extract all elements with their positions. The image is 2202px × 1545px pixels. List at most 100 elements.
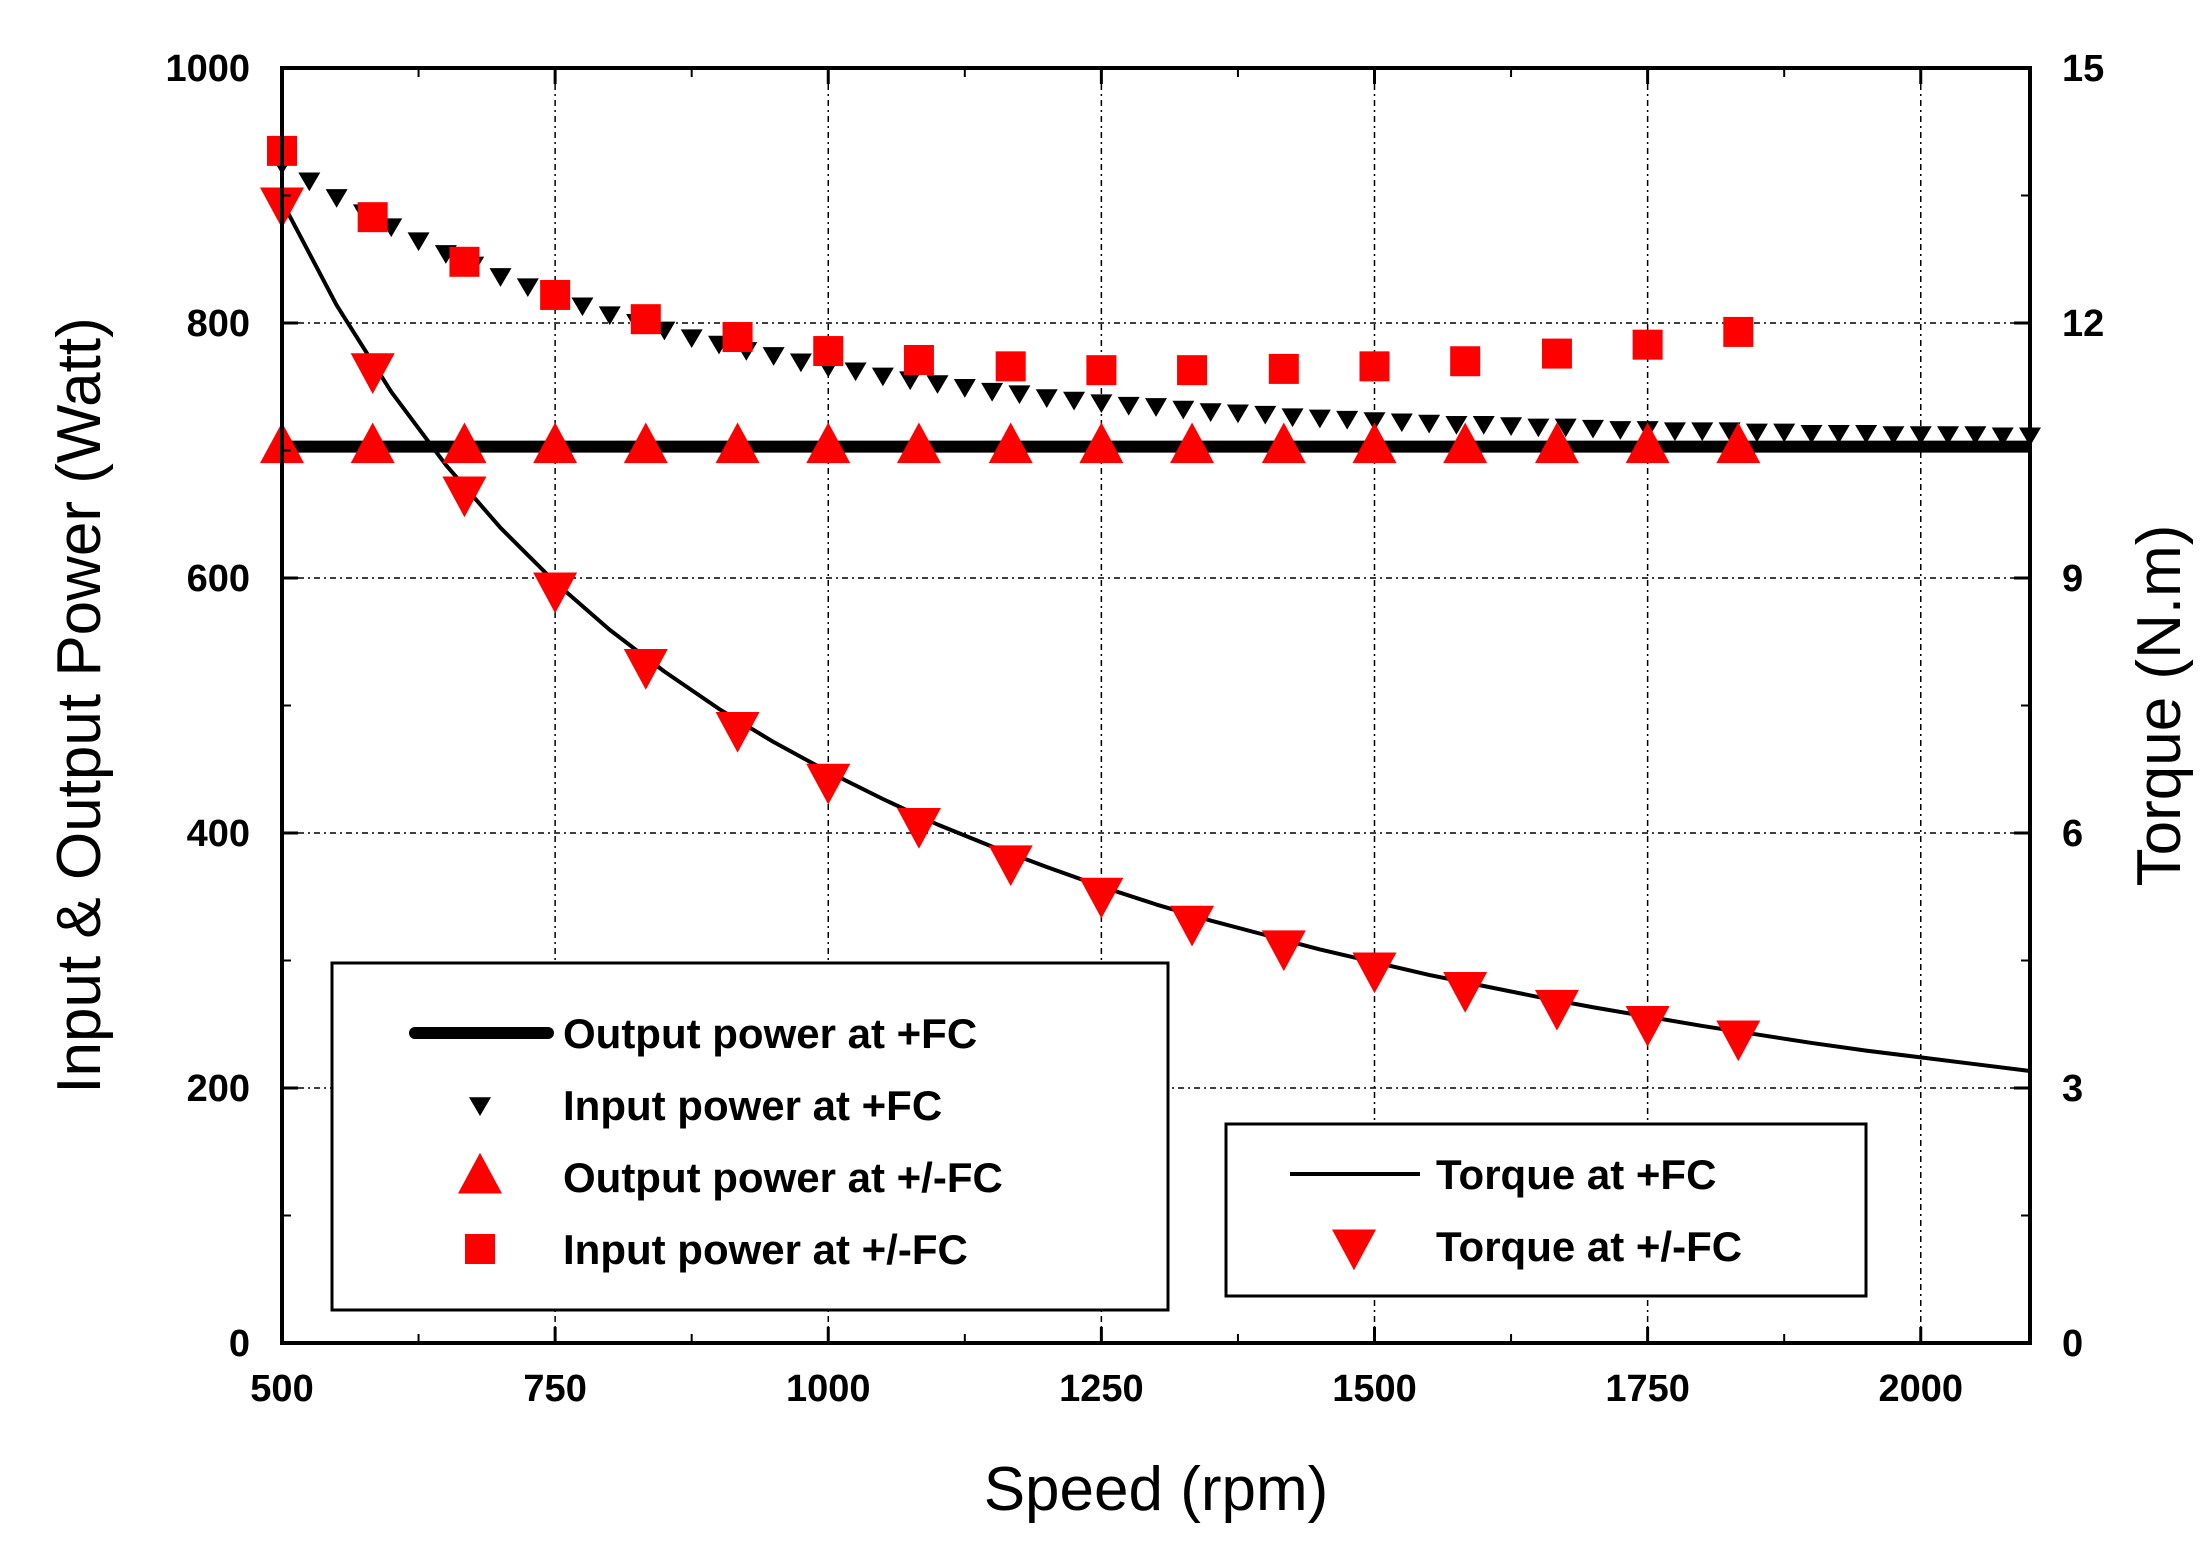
x-tick-label: 1250 [1059,1368,1144,1410]
data-point [1170,422,1215,464]
data-point [715,711,760,753]
data-point [813,336,844,367]
data-point [953,379,976,398]
data-point [1336,410,1359,430]
series-line [280,200,2031,1073]
data-point [1261,930,1306,972]
data-point [571,297,594,317]
x-tick-label: 1500 [1332,1368,1417,1410]
axis-ticks: 500 750 1000 1250 1500 1750 2000 0 200 400 600 800 1… [165,48,2104,1410]
legend-label: Torque at +/-FC [1436,1223,1742,1270]
data-point [1500,417,1523,436]
x-tick-label: 1000 [786,1368,871,1410]
y-tick-label: 400 [187,813,250,855]
legend-entry: Input power at +/-FC [465,1226,968,1273]
data-point [533,422,578,464]
data-point [1079,422,1124,464]
data-point [1117,396,1140,416]
legend-label: Input power at +/-FC [563,1226,968,1273]
legend-symbol [458,1152,502,1194]
data-point [995,351,1026,382]
series-input-power-at-fc [271,155,2041,447]
data-point [1352,952,1397,994]
y-tick-label: 1000 [165,48,250,90]
data-point [1745,423,1768,443]
data-point [1625,1006,1670,1047]
y2-tick-label: 6 [2062,813,2083,855]
data-point [896,422,941,464]
data-point [1773,423,1796,443]
legend-entry: Output power at +FC [409,1010,977,1057]
data-point [1008,385,1031,405]
series-torque-at-fc [280,200,2031,1073]
legend-label: Torque at +FC [1436,1151,1716,1198]
x-tick-label: 500 [250,1368,313,1410]
legends: Output power at +FC Input power at +FC Out… [330,961,1868,1312]
y-tick-label: 800 [187,303,250,345]
data-point [1534,989,1579,1031]
y2-axis-title: Torque (N.m) [2125,525,2194,887]
data-point [988,845,1033,887]
series-input-power-at-fc [267,135,1754,386]
data-point [1909,426,1932,445]
data-point [516,278,539,298]
data-point [442,422,487,464]
data-point [598,306,621,326]
y2-tick-label: 9 [2062,558,2083,600]
torque-legend: Torque at +FC Torque at +/-FC [1224,1122,1868,1298]
data-point [623,422,668,464]
data-point [1261,422,1306,464]
data-point [1882,426,1905,445]
legend-entry: Input power at +FC [469,1082,942,1129]
data-point [844,362,867,382]
data-point [1281,408,1304,428]
data-point [1063,391,1086,411]
data-point [1723,316,1754,347]
legend-entry: Torque at +FC [1290,1151,1716,1198]
data-point [1663,422,1686,442]
y-tick-label: 200 [187,1068,250,1110]
data-point [1199,403,1222,422]
series-output-power-at-fc [260,422,1761,464]
legend-entry: Output power at +/-FC [458,1152,1003,1201]
data-point [1145,398,1167,417]
data-point [489,268,512,287]
data-point [896,808,941,849]
data-point [1035,389,1058,408]
y-axis-title: Input & Output Power (Watt) [45,317,114,1093]
y2-tick-label: 12 [2062,303,2104,345]
data-point [1390,413,1413,433]
data-point [722,322,753,353]
data-point [350,353,395,394]
data-point [1086,355,1117,386]
series-torque-at-fc [260,187,1761,1062]
data-point [1582,419,1604,439]
data-point [1625,422,1670,464]
legend-entry: Torque at +/-FC [1332,1223,1742,1271]
data-point [1226,404,1249,424]
data-point [442,476,487,518]
data-point [1991,427,2014,447]
data-point [1268,353,1299,384]
power-legend: Output power at +FC Input power at +FC Out… [330,961,1170,1312]
data-point [1172,400,1195,420]
y2-tick-label: 15 [2062,48,2104,90]
data-series [260,135,2041,1073]
data-point [1827,424,1850,444]
data-point [407,232,430,252]
data-point [533,572,578,614]
data-point [1363,412,1386,431]
x-axis-title: Speed (rpm) [984,1455,1329,1524]
data-point [981,382,1004,402]
y2-tick-label: 0 [2062,1323,2083,1365]
data-point [325,189,348,208]
data-point [1855,424,1878,444]
data-point [680,329,703,349]
legend-label: Output power at +FC [563,1010,977,1057]
data-point [1937,426,1960,445]
data-point [1443,422,1488,464]
data-point [357,202,388,233]
data-point [1170,905,1215,947]
data-point [1443,972,1488,1013]
